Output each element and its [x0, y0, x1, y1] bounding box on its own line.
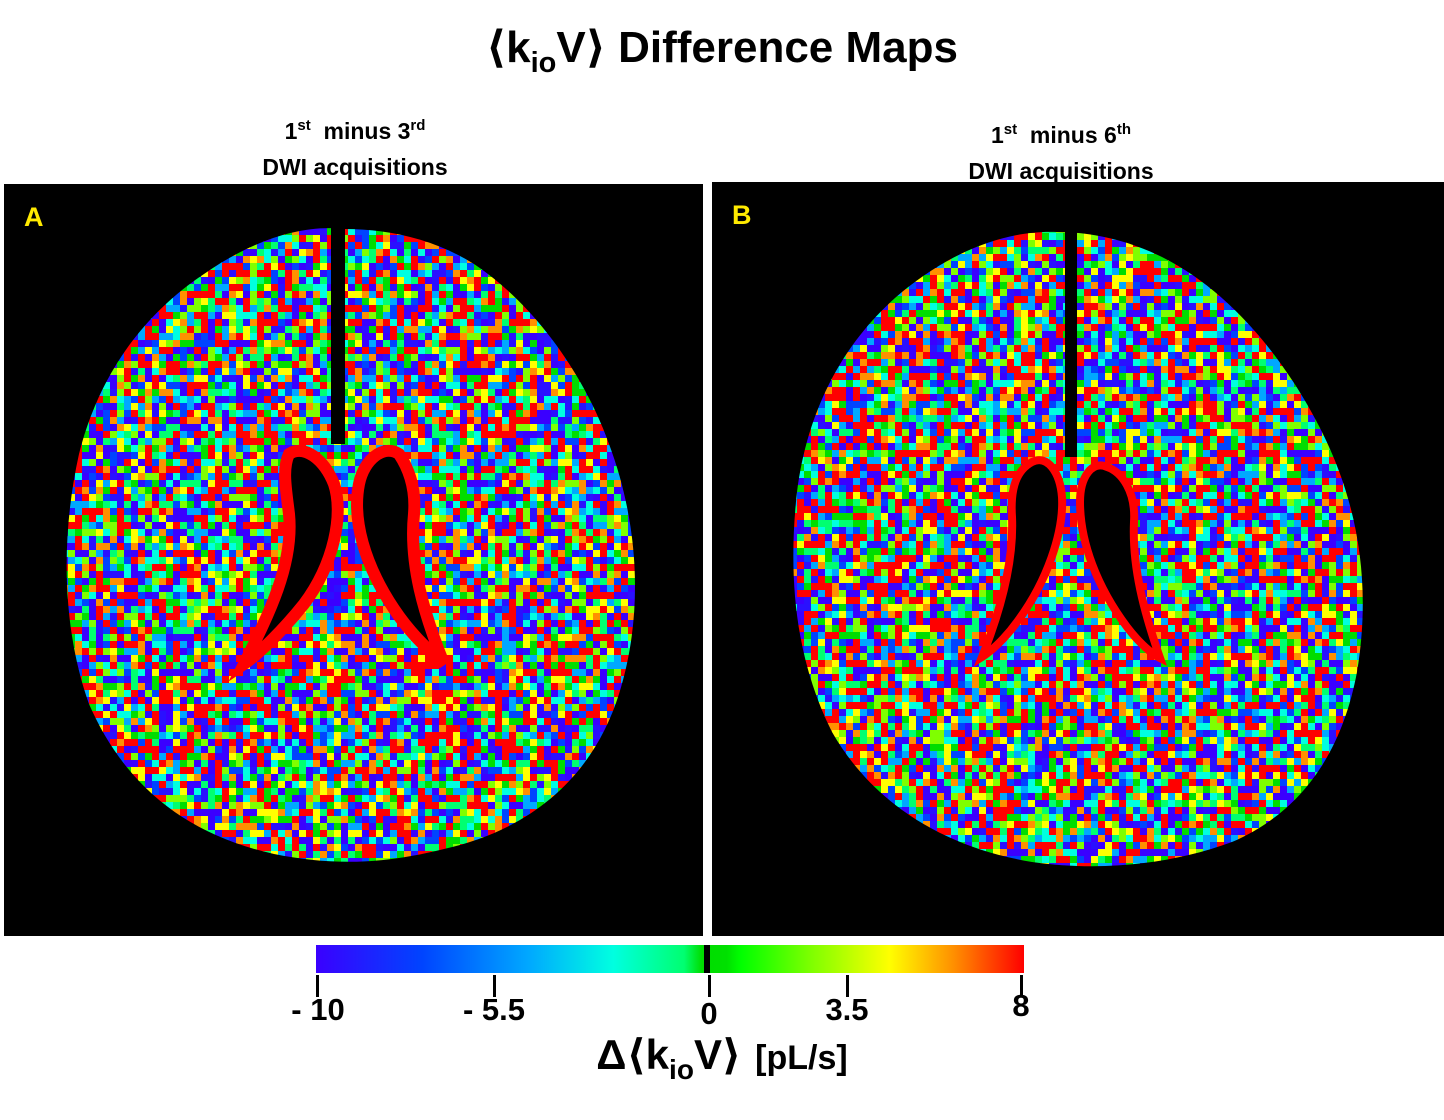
colorbar-tick — [1020, 975, 1023, 997]
figure-title: ⟨kioV⟩ Difference Maps — [486, 23, 958, 79]
panel-a-brain-pixels — [66, 228, 636, 862]
panel-b-caption: 1st minus 6th DWI acquisitions — [906, 112, 1216, 189]
panel-b-caption-line2: DWI acquisitions — [968, 158, 1154, 184]
colorbar-zero-mark — [704, 945, 710, 973]
colorbar-tick — [846, 975, 849, 997]
panel-a-caption-line2: DWI acquisitions — [262, 154, 448, 180]
panel-a-ventricles-right — [351, 444, 450, 669]
panel-b-brain-image — [793, 227, 1363, 867]
colorbar-gradient — [316, 945, 1024, 973]
panel-a-fissure — [331, 224, 345, 444]
panel-b-caption-line1: 1st minus 6th — [990, 121, 1131, 148]
colorbar-tick-label: - 10 — [291, 992, 345, 1027]
panel-a-label: A — [24, 202, 44, 232]
colorbar-tick — [316, 975, 319, 997]
panel-b-ventricles-right — [1075, 461, 1168, 666]
panel-b-fissure — [1065, 227, 1077, 457]
colorbar-axis-label: Δ⟨kioV⟩ [pL/s] — [596, 1031, 848, 1085]
panel-a-map: A — [4, 184, 703, 936]
panel-b-ventricles — [973, 456, 1067, 667]
panel-a-caption-line1: 1st minus 3rd — [284, 117, 426, 144]
colorbar — [316, 945, 1024, 975]
panel-b-brain-pixels — [793, 231, 1363, 867]
panel-a-ventricles — [228, 444, 344, 682]
panel-a-brain-image — [66, 224, 636, 862]
colorbar-tick-label: - 5.5 — [462, 992, 526, 1027]
panel-b-label: B — [732, 200, 752, 230]
colorbar-tick-label: 3.5 — [825, 992, 869, 1027]
colorbar-tick-label: 0 — [700, 996, 718, 1031]
colorbar-tick — [493, 975, 496, 997]
colorbar-tick-label: 8 — [1012, 988, 1030, 1023]
panel-b-map: B — [712, 182, 1444, 936]
panel-a-caption: 1st minus 3rd DWI acquisitions — [200, 108, 510, 185]
colorbar-tick — [708, 975, 711, 997]
